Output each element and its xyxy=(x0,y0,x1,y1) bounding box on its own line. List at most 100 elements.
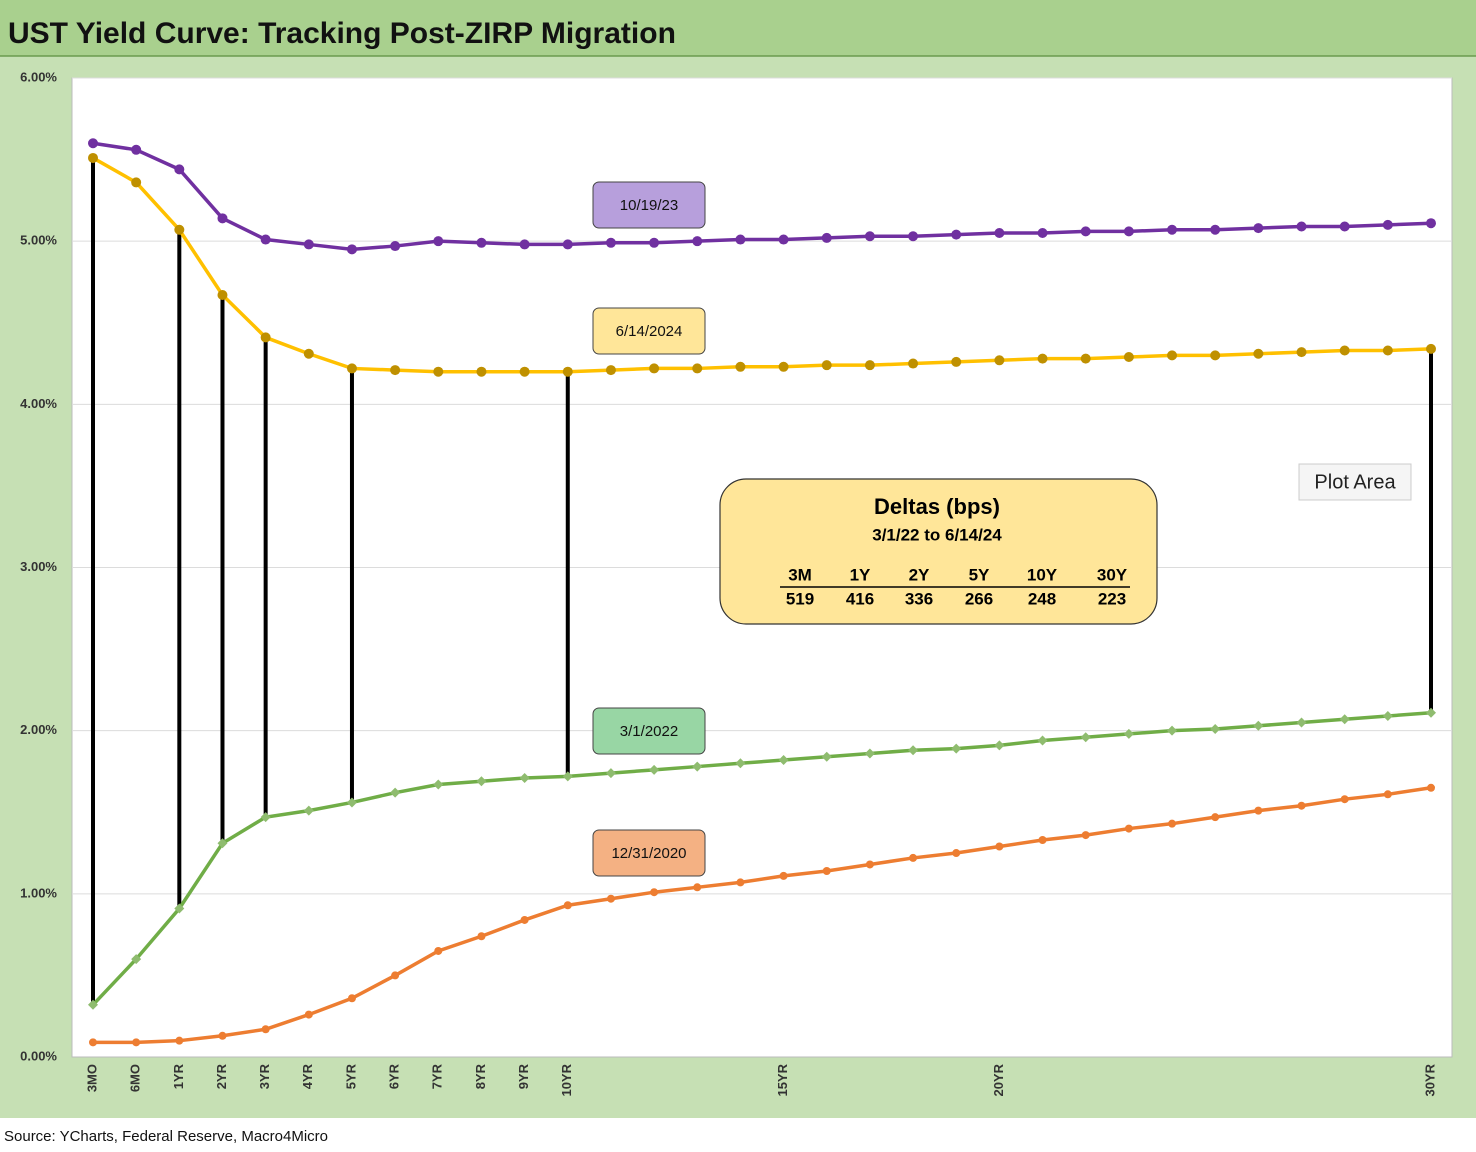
deltas-column: 10Y xyxy=(1027,565,1058,584)
marker xyxy=(735,361,746,372)
marker xyxy=(821,360,832,371)
marker xyxy=(1253,720,1264,731)
marker xyxy=(434,946,443,955)
marker xyxy=(217,290,228,301)
series-label: 10/19/23 xyxy=(620,197,678,214)
marker xyxy=(1124,824,1133,833)
marker xyxy=(303,348,314,359)
marker xyxy=(563,901,572,910)
marker xyxy=(131,954,142,965)
deltas-column: 1Y xyxy=(850,565,871,584)
marker xyxy=(1339,345,1350,356)
deltas-column: 3M xyxy=(788,565,812,584)
x-tick-label: 4YR xyxy=(300,1063,315,1089)
series-label: 12/31/2020 xyxy=(611,845,686,862)
marker xyxy=(995,842,1004,851)
series-label: 6/14/2024 xyxy=(616,323,683,340)
marker xyxy=(1038,835,1047,844)
marker xyxy=(1382,710,1393,721)
marker xyxy=(1211,813,1220,822)
marker xyxy=(346,797,357,808)
marker xyxy=(1254,806,1263,815)
marker xyxy=(649,764,660,775)
marker xyxy=(562,366,573,377)
marker xyxy=(1426,343,1436,354)
marker xyxy=(260,812,271,823)
marker xyxy=(88,138,98,149)
marker xyxy=(1080,353,1091,364)
marker xyxy=(951,356,962,367)
marker xyxy=(1210,724,1221,735)
marker xyxy=(1427,783,1435,792)
marker xyxy=(778,361,789,372)
marker xyxy=(692,236,703,247)
marker xyxy=(433,366,444,377)
marker xyxy=(1382,219,1393,230)
y-tick-label: 2.00% xyxy=(20,722,57,737)
x-tick-label: 20YR xyxy=(991,1063,1006,1096)
tooltip-box xyxy=(1298,463,1412,501)
marker xyxy=(1339,221,1350,232)
marker xyxy=(1339,714,1350,725)
marker xyxy=(1210,224,1221,235)
marker xyxy=(1123,352,1134,363)
marker xyxy=(562,771,573,782)
deltas-value: 223 xyxy=(1098,589,1126,608)
series-line xyxy=(92,156,1432,374)
deltas-column: 2Y xyxy=(909,565,930,584)
marker xyxy=(605,768,616,779)
marker xyxy=(519,239,530,250)
y-tick-label: 1.00% xyxy=(20,885,57,900)
marker xyxy=(260,332,271,343)
x-tick-label: 9YR xyxy=(516,1063,531,1089)
x-tick-label: 3MO xyxy=(84,1064,99,1092)
marker xyxy=(908,745,919,756)
marker xyxy=(1296,347,1307,358)
series-label-box xyxy=(592,181,706,229)
marker xyxy=(649,237,660,248)
marker xyxy=(1383,790,1392,799)
marker xyxy=(520,915,529,924)
marker xyxy=(304,1010,313,1019)
marker xyxy=(693,883,702,892)
marker xyxy=(1080,732,1091,743)
marker xyxy=(951,743,962,754)
y-tick-label: 0.00% xyxy=(20,1048,57,1063)
marker xyxy=(865,860,874,869)
tooltip: Plot Area xyxy=(1314,471,1396,493)
deltas-value: 248 xyxy=(1028,589,1056,608)
marker xyxy=(1080,226,1091,237)
marker xyxy=(735,758,746,769)
marker xyxy=(951,229,962,240)
y-tick-label: 4.00% xyxy=(20,396,57,411)
marker xyxy=(1167,350,1178,361)
title-band xyxy=(0,0,1476,56)
marker xyxy=(131,144,142,155)
marker xyxy=(433,236,444,247)
marker xyxy=(1123,226,1134,237)
marker xyxy=(260,234,271,245)
series-label-box xyxy=(592,707,706,755)
x-tick-label: 15YR xyxy=(775,1063,790,1096)
marker xyxy=(864,360,875,371)
marker xyxy=(391,971,400,980)
marker xyxy=(606,894,615,903)
x-tick-label: 7YR xyxy=(430,1063,445,1089)
x-tick-label: 10YR xyxy=(559,1063,574,1096)
marker xyxy=(433,779,444,790)
marker xyxy=(864,231,875,242)
marker xyxy=(908,231,919,242)
marker xyxy=(779,871,788,880)
marker xyxy=(390,787,401,798)
series-line xyxy=(91,710,1432,1006)
marker xyxy=(1253,223,1264,234)
marker xyxy=(217,213,228,224)
deltas-subtitle: 3/1/22 to 6/14/24 xyxy=(872,525,1002,544)
marker xyxy=(994,740,1005,751)
x-tick-label: 5YR xyxy=(343,1063,358,1089)
deltas-column: 30Y xyxy=(1097,565,1128,584)
marker xyxy=(217,838,228,849)
marker xyxy=(649,363,660,374)
marker xyxy=(88,999,98,1010)
